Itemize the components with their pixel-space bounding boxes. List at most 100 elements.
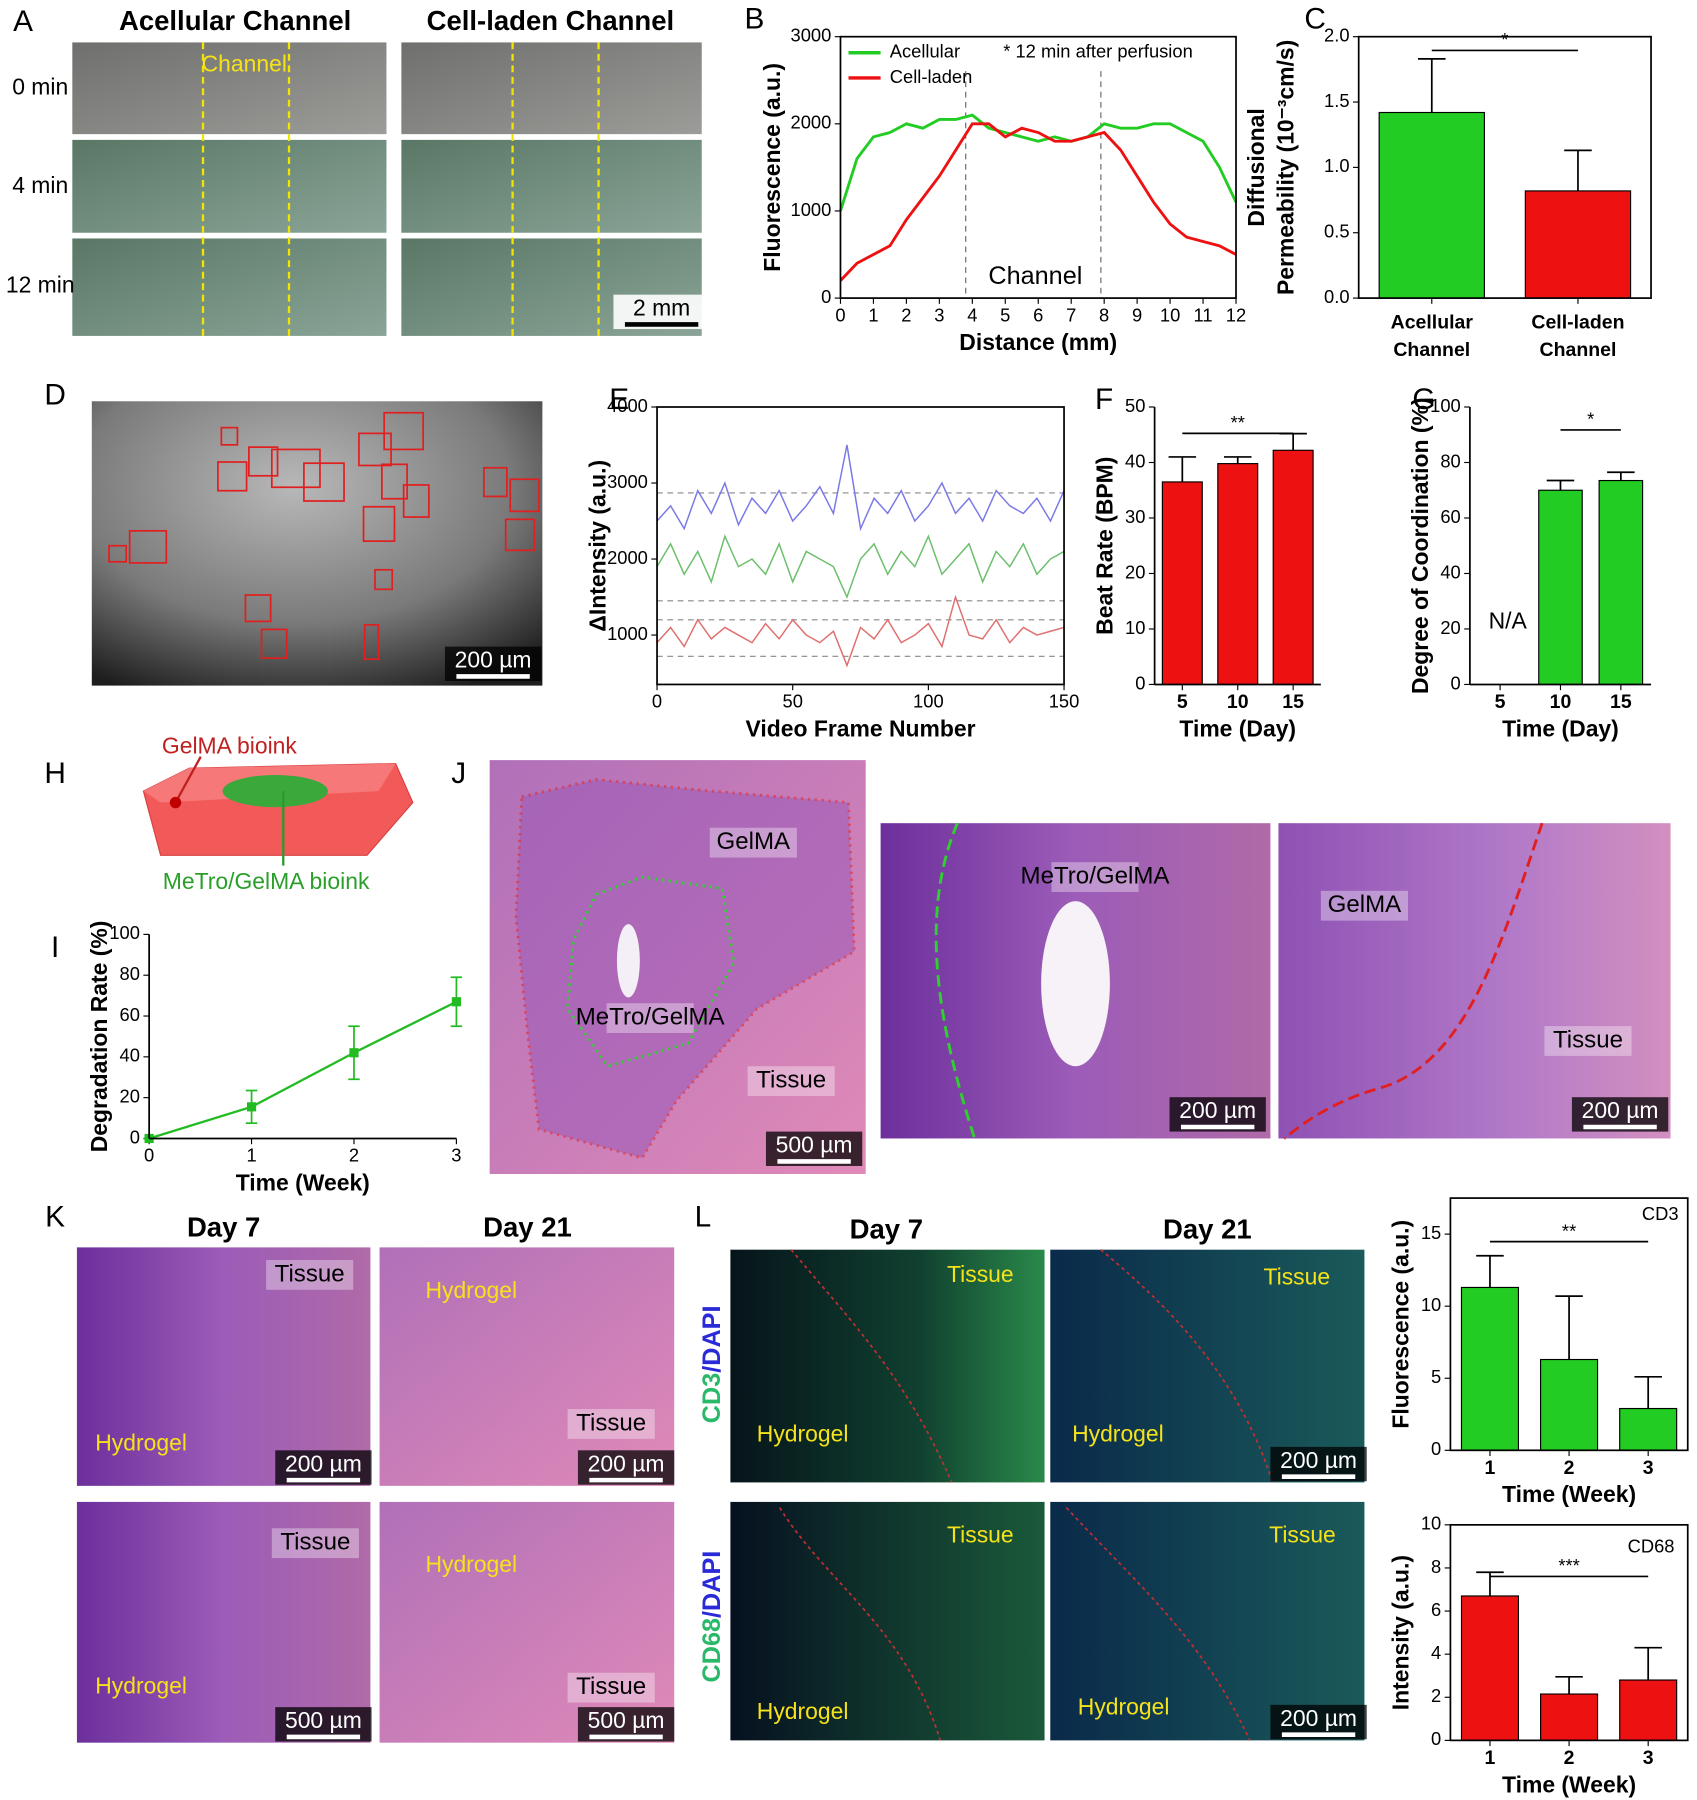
error-bar (1476, 1254, 1504, 1288)
image-label: Hydrogel (425, 1551, 517, 1577)
roi-box (217, 461, 248, 492)
vessel (1041, 901, 1110, 1067)
x-tick-label: 7 (1066, 304, 1076, 325)
roi-box (383, 411, 425, 451)
y-tick-label: 40 (1125, 450, 1145, 471)
image-label: GelMA (1328, 891, 1402, 918)
bar (1540, 1358, 1599, 1451)
bar (1460, 1286, 1520, 1451)
y-tick-label: 10 (1125, 617, 1145, 638)
y-tick-label: 0 (130, 1126, 140, 1147)
image-header: Day 21 (483, 1211, 572, 1242)
image (730, 1501, 1045, 1741)
y-tick-label: 2 (1431, 1685, 1441, 1706)
y-tick-label: 5 (1431, 1366, 1441, 1387)
y-tick-label: 2.0 (1324, 25, 1349, 46)
roi-box (244, 594, 272, 623)
y-tick-label: 3000 (607, 471, 648, 492)
image-label: Tissue (275, 1260, 345, 1287)
roi-box (374, 568, 394, 591)
y-tick-label: 80 (1440, 450, 1460, 471)
stain-name: /DAPI (698, 1551, 726, 1618)
image-label: Channel (202, 50, 287, 76)
plot-frame (1449, 1523, 1689, 1742)
label-bg (709, 827, 797, 858)
label-bg (747, 1066, 835, 1097)
y-tick-label: 0 (1135, 672, 1145, 693)
image-label: Tissue (947, 1261, 1014, 1287)
x-tick-label: 0 (144, 1145, 154, 1166)
x-tick-label: 0 (652, 691, 662, 712)
bar (1460, 1595, 1520, 1741)
image-label: 4 min (12, 172, 68, 198)
stain-name: CD68 (698, 1618, 726, 1682)
error-bar (1546, 479, 1575, 491)
x-tick-label: 150 (1049, 691, 1080, 712)
roi-box (128, 529, 168, 564)
image-label: MeTro/GelMA (1021, 862, 1170, 889)
image-label: MeTro/GelMA bioink (163, 868, 370, 894)
x-tick-line: Cell-laden (1531, 311, 1624, 333)
error-bar (1634, 1646, 1662, 1681)
image (401, 139, 702, 233)
y-tick-label: 3000 (791, 25, 832, 46)
panel-letter: K (45, 1201, 65, 1234)
panel-letter: J (451, 757, 466, 790)
x-tick-label: 10 (1550, 691, 1572, 713)
legend-label: Cell-laden (890, 66, 973, 87)
plot-frame (1357, 35, 1652, 299)
line (656, 534, 1065, 600)
line (656, 444, 1065, 532)
x-tick-label: Cell-laden Channel (1531, 311, 1624, 361)
roi-box (108, 544, 128, 563)
bar (1217, 463, 1259, 686)
y-tick-label: 1000 (607, 623, 648, 644)
y-axis-label: Degradation Rate (%) (86, 921, 112, 1153)
annotation: Channel (988, 262, 1082, 290)
roi-box (303, 462, 345, 502)
roi-box (402, 484, 430, 518)
roi-box (220, 426, 239, 446)
image (1278, 823, 1671, 1139)
bar (1161, 481, 1203, 686)
y-axis-label: ΔIntensity (a.u.) (585, 460, 611, 632)
significance-label: * (1587, 409, 1594, 430)
x-tick-label: 3 (934, 304, 944, 325)
y-tick-label: 100 (1430, 395, 1461, 416)
marker (144, 1133, 154, 1144)
y-tick-label: 20 (1440, 617, 1460, 638)
x-tick-label: 4 (967, 304, 977, 325)
image-label: 0 min (12, 73, 68, 99)
plot-frame (1449, 1197, 1689, 1452)
y-tick-label: 15 (1421, 1222, 1441, 1243)
image-header: Day 7 (850, 1214, 923, 1245)
image-label: Hydrogel (425, 1277, 517, 1303)
image (72, 238, 387, 336)
y-axis-label: Permeability (10⁻³cm/s) (1273, 40, 1299, 295)
bar (1378, 111, 1485, 299)
image-label: 12 min (6, 272, 75, 298)
x-tick-label: 10 (1160, 304, 1180, 325)
x-tick-label: 2 (1564, 1457, 1575, 1479)
roi-box (363, 623, 380, 661)
x-tick-line: Channel (1540, 339, 1617, 361)
label-bg (1544, 1026, 1632, 1056)
panel-letter: F (1095, 383, 1113, 416)
roi-box (248, 446, 279, 477)
x-tick-label: 8 (1099, 304, 1109, 325)
boundaries (778, 1249, 1274, 1741)
x-tick-label: 100 (913, 691, 944, 712)
y-tick-label: 1.0 (1324, 155, 1349, 176)
x-tick-label: 0 (835, 304, 845, 325)
image (72, 42, 387, 135)
image-label: Hydrogel (1072, 1420, 1164, 1446)
bar (1598, 479, 1644, 686)
y-tick-label: 60 (1440, 506, 1460, 527)
y-tick-label: 0 (1431, 1438, 1441, 1459)
y-tick-label: 1000 (791, 199, 832, 220)
x-tick-label: 2 (1564, 1747, 1575, 1769)
label-bg (606, 1003, 694, 1033)
panel-letter: H (44, 757, 66, 790)
y-tick-label: 0 (1431, 1728, 1441, 1749)
error-bar (1564, 149, 1592, 191)
